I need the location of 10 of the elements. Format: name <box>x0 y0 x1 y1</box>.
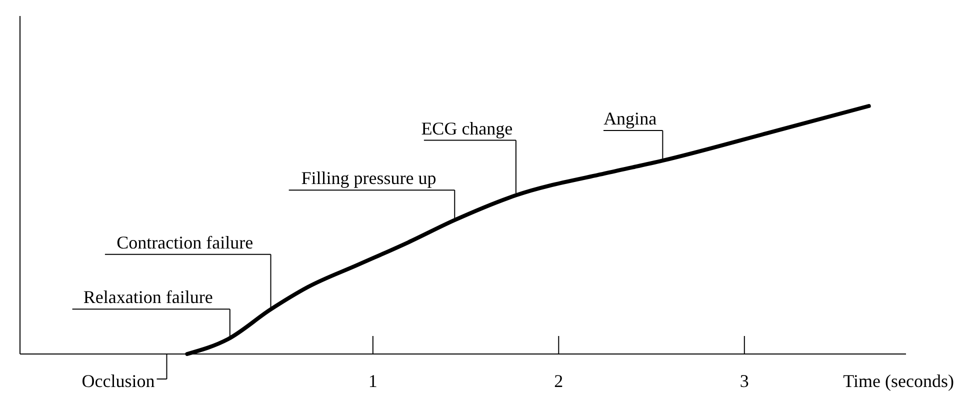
annotation: Angina <box>604 108 657 129</box>
annotation: Filling pressure up <box>301 168 436 188</box>
x-tick-label: 2 <box>554 371 564 391</box>
annotation: Contraction failure <box>116 232 254 252</box>
ref-line-label: Occlusion <box>82 371 155 391</box>
annotation: Relaxation failure <box>83 287 213 308</box>
x-tick-label: 1 <box>368 371 378 391</box>
x-tick-label: 3 <box>740 371 749 391</box>
annotation: ECG change <box>421 118 513 138</box>
x-axis-title: Time (seconds) <box>843 371 954 391</box>
